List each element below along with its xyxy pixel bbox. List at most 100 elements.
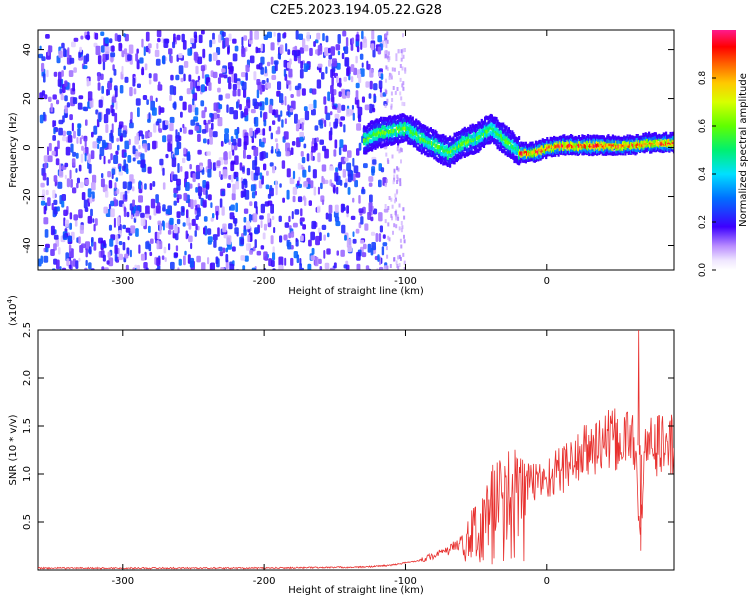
- noise-cell: [398, 254, 401, 259]
- noise-cell: [393, 177, 396, 182]
- noise-cell: [133, 88, 137, 95]
- signal-cell: [634, 151, 637, 156]
- noise-cell: [229, 107, 234, 115]
- signal-cell: [391, 119, 394, 124]
- signal-cell: [671, 136, 674, 141]
- signal-cell: [469, 124, 472, 129]
- noise-cell: [198, 192, 202, 200]
- signal-cell: [433, 135, 436, 140]
- noise-cell: [346, 108, 351, 117]
- noise-cell: [232, 38, 237, 44]
- noise-cell: [350, 64, 355, 72]
- noise-cell: [212, 234, 218, 241]
- signal-cell: [494, 138, 497, 143]
- noise-cell: [336, 75, 339, 84]
- signal-cell: [458, 155, 461, 160]
- noise-cell: [127, 54, 132, 61]
- noise-cell: [393, 199, 396, 204]
- signal-cell: [619, 136, 622, 141]
- noise-cell: [90, 268, 95, 270]
- noise-cell: [65, 146, 71, 156]
- noise-cell: [236, 176, 239, 183]
- signal-cell: [536, 148, 539, 153]
- noise-cell: [146, 99, 149, 105]
- signal-cell: [627, 141, 630, 146]
- signal-cell: [417, 130, 420, 135]
- signal-cell: [661, 134, 664, 138]
- signal-cell: [432, 136, 435, 141]
- noise-cell: [297, 162, 302, 170]
- noise-cell: [370, 43, 375, 51]
- signal-cell: [513, 159, 516, 164]
- noise-cell: [368, 93, 372, 99]
- signal-cell: [435, 143, 438, 148]
- signal-cell: [505, 144, 508, 149]
- signal-cell: [549, 143, 552, 148]
- signal-cell: [440, 137, 443, 142]
- signal-cell: [560, 146, 564, 151]
- signal-cell: [568, 146, 571, 151]
- noise-cell: [190, 199, 194, 210]
- noise-cell: [396, 177, 399, 182]
- signal-cell: [494, 116, 497, 121]
- signal-cell: [409, 130, 412, 135]
- noise-cell: [176, 218, 181, 225]
- noise-cell: [195, 171, 201, 180]
- signal-cell: [634, 141, 637, 146]
- noise-cell: [303, 44, 309, 52]
- noise-cell: [400, 221, 403, 225]
- signal-cell: [479, 122, 482, 127]
- signal-cell: [469, 130, 472, 134]
- noise-cell: [243, 208, 249, 214]
- noise-cell: [172, 154, 175, 160]
- noise-cell: [275, 180, 278, 190]
- signal-cell: [502, 136, 505, 141]
- noise-cell: [84, 153, 87, 162]
- noise-cell: [141, 184, 144, 190]
- signal-cell: [663, 147, 666, 152]
- noise-cell: [221, 31, 226, 37]
- noise-cell: [254, 156, 258, 166]
- signal-cell: [387, 138, 391, 143]
- signal-cell: [406, 115, 409, 120]
- noise-cell: [284, 118, 287, 125]
- signal-cell: [579, 137, 582, 141]
- noise-cell: [203, 216, 208, 222]
- noise-cell: [70, 143, 74, 153]
- noise-cell: [260, 245, 265, 250]
- noise-cell: [127, 155, 132, 163]
- noise-cell: [55, 158, 60, 166]
- noise-cell: [47, 146, 49, 156]
- noise-cell: [176, 184, 181, 191]
- signal-cell: [441, 145, 444, 150]
- noise-cell: [261, 80, 266, 84]
- noise-cell: [286, 111, 289, 116]
- signal-cell: [426, 126, 429, 131]
- signal-cell: [394, 122, 397, 127]
- signal-cell: [642, 137, 645, 141]
- signal-cell: [433, 141, 436, 146]
- noise-cell: [290, 231, 295, 238]
- noise-cell: [192, 173, 196, 183]
- noise-cell: [236, 81, 241, 89]
- signal-cell: [592, 144, 595, 149]
- noise-cell: [367, 211, 371, 220]
- noise-cell: [287, 241, 292, 250]
- noise-cell: [140, 253, 146, 261]
- noise-cell: [213, 112, 218, 120]
- signal-cell: [413, 128, 417, 133]
- signal-cell: [612, 136, 616, 141]
- noise-cell: [282, 197, 285, 203]
- signal-cell: [458, 136, 461, 141]
- signal-cell: [384, 116, 387, 121]
- signal-cell: [428, 128, 431, 133]
- noise-cell: [88, 262, 92, 270]
- signal-cell: [653, 132, 656, 137]
- noise-cell: [260, 203, 265, 214]
- signal-cell: [435, 149, 438, 154]
- signal-cell: [502, 141, 505, 146]
- noise-cell: [192, 98, 195, 106]
- noise-cell: [314, 256, 319, 267]
- signal-cell: [614, 151, 617, 156]
- signal-cell: [523, 149, 526, 154]
